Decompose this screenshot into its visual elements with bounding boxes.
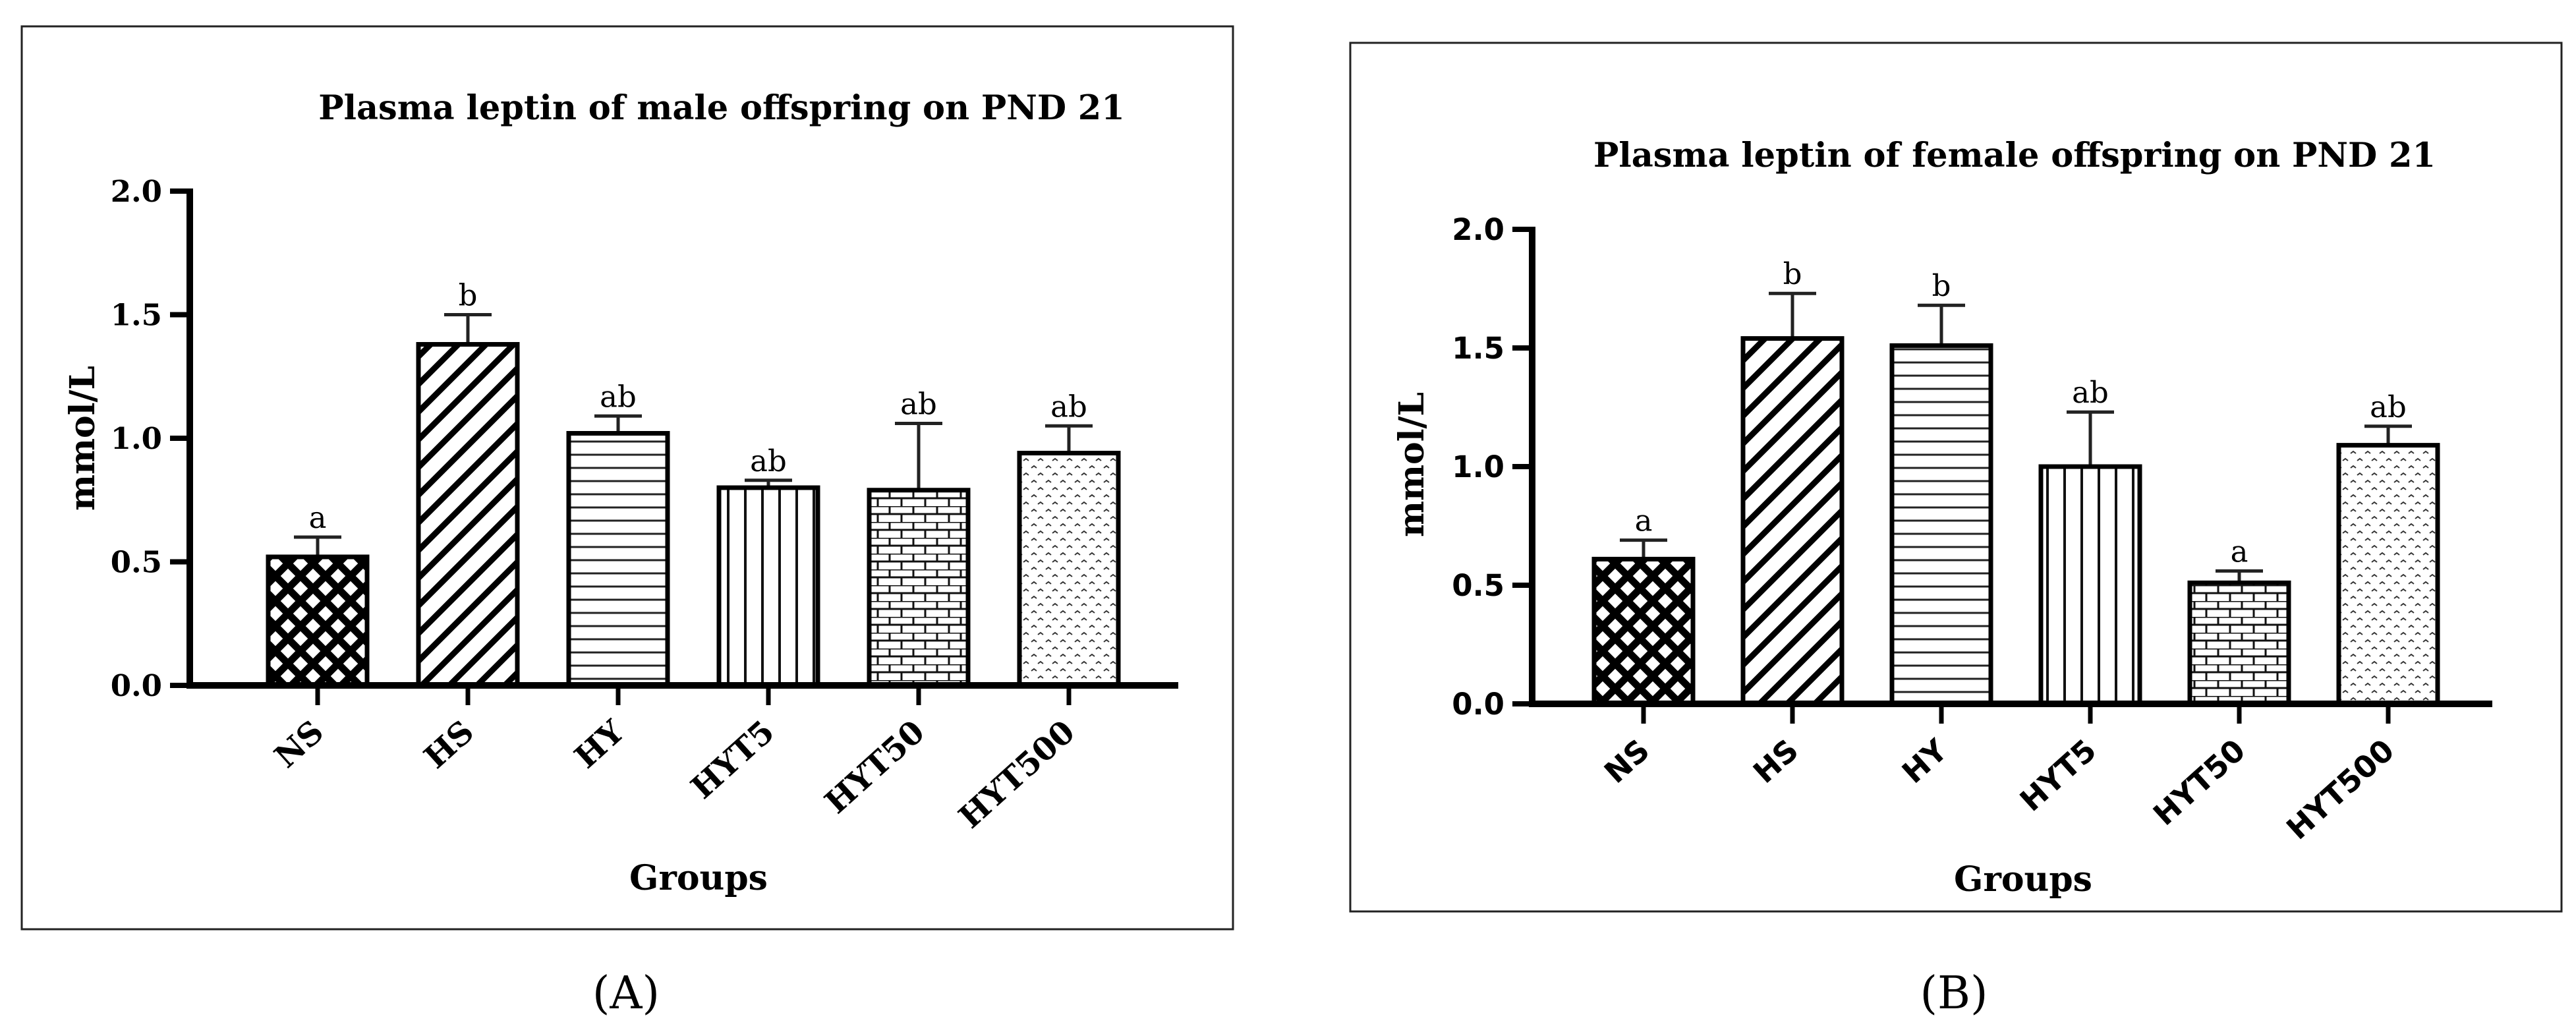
y-tick-label: 2.0 (1452, 212, 1504, 247)
y-tick-label: 0.5 (111, 545, 162, 580)
y-tick-label: 1.0 (1452, 449, 1504, 484)
significance-label: a (2231, 534, 2248, 569)
x-tick-label: HS (417, 713, 481, 776)
significance-label: ab (600, 379, 637, 414)
y-tick-label: 2.0 (111, 174, 162, 209)
x-tick-label: HYT500 (952, 713, 1082, 836)
significance-label: b (1783, 256, 1802, 291)
significance-label: b (1932, 268, 1951, 303)
panel-b-label: (B) (1920, 967, 1988, 1020)
panel-a-xlabel: Groups (629, 858, 768, 898)
bar-hs (1740, 336, 1845, 706)
bar-ns (1591, 556, 1696, 706)
y-tick-label: 0.0 (1452, 687, 1504, 722)
x-tick-label: HYT50 (818, 713, 932, 820)
significance-label: a (1635, 504, 1653, 538)
significance-label: ab (2072, 375, 2109, 410)
x-tick-label: HYT500 (2279, 732, 2401, 846)
panel-a-plot: 0.0 0.5 1.0 1.5 2.0 a NS b HS ab HY ab HYT5 ab HYT50 ab… (111, 174, 1178, 836)
y-tick-label: 1.5 (1452, 331, 1504, 366)
x-tick-label: HS (1746, 732, 1805, 790)
x-tick-label: NS (268, 713, 331, 775)
x-tick-label: HYT5 (684, 713, 782, 806)
bar-hyt50 (2187, 580, 2291, 706)
bar-hyt50 (867, 488, 971, 688)
bar-hyt5 (2038, 464, 2142, 706)
x-tick-label: HY (567, 713, 631, 776)
panel-b-plot: 0.0 0.5 1.0 1.5 2.0 a NS b HS b HY ab HYT5 a HYT50 ab HY… (1452, 212, 2492, 846)
panel-a-label: (A) (592, 967, 660, 1020)
bar-hy (1889, 343, 1993, 706)
panel-a-title: Plasma leptin of male offspring on PND 2… (318, 88, 1125, 128)
panel-a-ylabel: mmol/L (63, 366, 103, 511)
x-tick-label: NS (1597, 732, 1656, 790)
x-tick-label: HYT5 (2013, 732, 2104, 819)
x-tick-label: HY (1895, 732, 1955, 791)
panel-b-xlabel: Groups (1954, 859, 2092, 900)
bar-hs (416, 342, 520, 688)
panel-b-ylabel: mmol/L (1392, 392, 1432, 537)
bar-hyt5 (716, 485, 820, 688)
bar-hyt500 (2336, 443, 2440, 706)
panel-b-frame (1349, 42, 2563, 913)
panel-b-title: Plasma leptin of female offspring on PND… (1593, 136, 2436, 175)
bar-ns (266, 554, 370, 688)
y-tick-label: 1.0 (111, 421, 162, 456)
y-tick-label: 1.5 (111, 298, 162, 333)
significance-label: ab (2370, 389, 2407, 424)
bar-hy (566, 431, 670, 688)
significance-label: ab (1050, 389, 1087, 424)
y-tick-label: 0.0 (111, 668, 162, 703)
y-tick-label: 0.5 (1452, 568, 1504, 603)
bar-hyt500 (1017, 451, 1121, 688)
significance-label: b (459, 278, 478, 313)
significance-label: a (309, 500, 327, 535)
significance-label: ab (900, 387, 937, 422)
significance-label: ab (750, 444, 787, 478)
panel-a-frame (20, 25, 1234, 931)
x-tick-label: HYT50 (2146, 732, 2252, 832)
